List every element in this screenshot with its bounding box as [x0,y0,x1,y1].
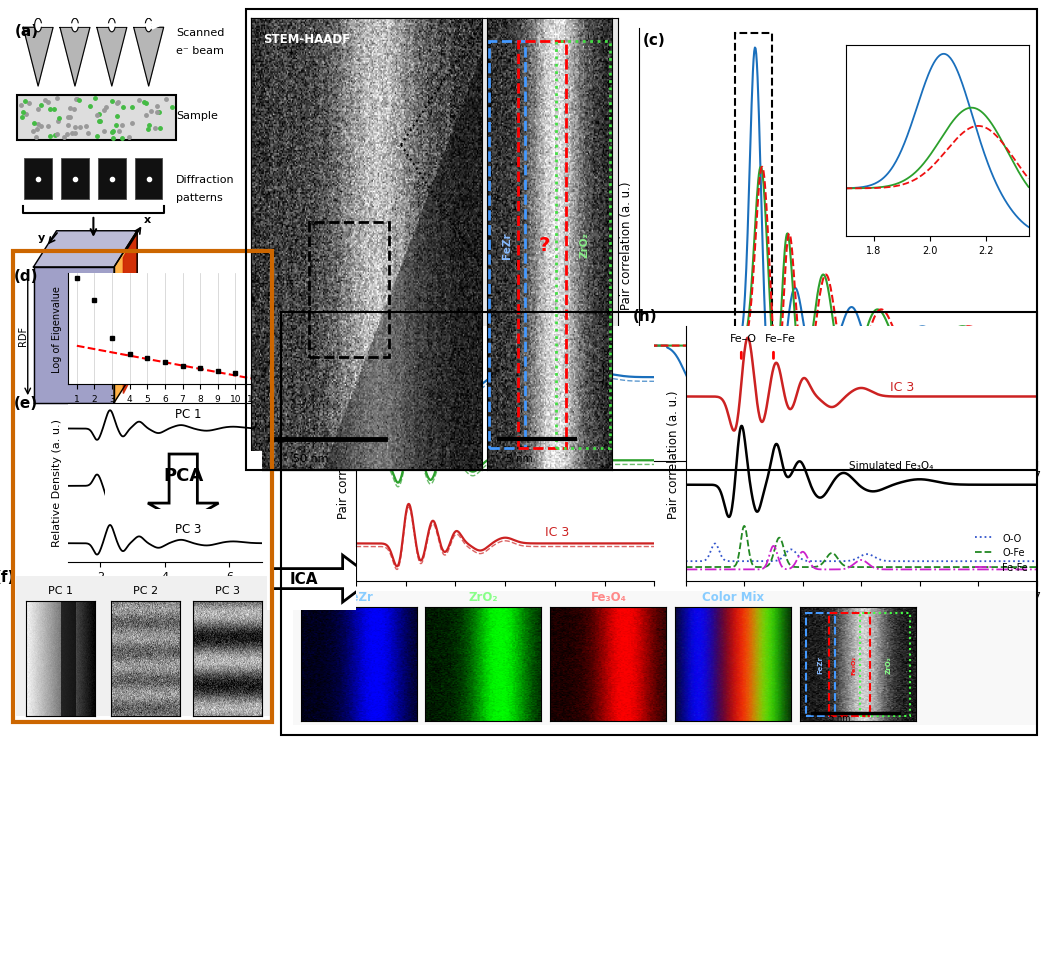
Text: IC 2: IC 2 [544,448,570,460]
Text: Fe₃O₄: Fe₃O₄ [591,590,626,604]
Bar [489,42,525,448]
Text: FeZr: FeZr [343,590,374,604]
X-axis label: r (Å): r (Å) [152,587,178,601]
Y-axis label: Pair correlation (a. u.): Pair correlation (a. u.) [337,390,351,518]
Text: Fe–O: Fe–O [730,333,757,344]
Text: (f): (f) [0,570,16,584]
Bar [135,160,162,200]
Text: (c): (c) [643,33,666,48]
Y-axis label: Pair correlation (a. u.): Pair correlation (a. u.) [620,181,633,309]
Text: IC 3: IC 3 [890,381,915,394]
Circle shape [146,19,152,33]
Text: Simulated Fe₃O₄: Simulated Fe₃O₄ [849,460,934,471]
Polygon shape [134,28,163,87]
Text: PC 2: PC 2 [175,465,201,478]
Text: e⁻ beam: e⁻ beam [176,46,224,56]
Text: Diffraction: Diffraction [176,175,235,185]
Text: FeZr: FeZr [502,232,512,259]
Bar [518,42,566,448]
Y-axis label: Log of Eigenvalue: Log of Eigenvalue [52,285,63,373]
Y-axis label: Relative Density (a. u.): Relative Density (a. u.) [52,419,63,547]
Y-axis label: Pair correlation (a. u.): Pair correlation (a. u.) [667,390,681,518]
Text: Sample: Sample [176,111,218,121]
Text: STEM-HAADF: STEM-HAADF [263,33,350,46]
Text: Scanned: Scanned [176,28,225,37]
Circle shape [71,19,79,33]
Text: patterns: patterns [176,192,223,203]
Text: Color Mix: Color Mix [703,590,764,604]
X-axis label: r (Å): r (Å) [491,606,519,620]
FancyArrow shape [271,555,374,603]
Polygon shape [34,232,137,267]
FancyArrow shape [148,455,219,524]
Bar [61,160,89,200]
Text: 50 nm: 50 nm [293,454,329,464]
Text: ZrO₂: ZrO₂ [580,232,589,259]
Text: PC 1: PC 1 [48,585,73,595]
Text: IC 1: IC 1 [544,362,570,375]
Polygon shape [23,28,53,87]
Text: PC 2: PC 2 [133,585,158,595]
Bar [735,34,773,446]
X-axis label: Number of Components: Number of Components [103,408,227,419]
Text: RDF: RDF [18,326,28,345]
Bar [18,96,176,141]
Text: y: y [38,233,45,242]
Text: 5 nm: 5 nm [506,454,532,464]
Text: (i): (i) [286,575,305,590]
Text: PCA: PCA [163,467,203,485]
Text: ?: ? [539,235,551,255]
Text: ZrO₂: ZrO₂ [469,590,498,604]
Text: x: x [144,214,151,225]
Text: (h): (h) [633,308,658,324]
Text: PC 1: PC 1 [175,407,201,421]
Circle shape [35,19,42,33]
Bar [24,160,52,200]
Text: IC 3: IC 3 [544,526,570,538]
Polygon shape [60,28,90,87]
Text: Fe–Fe: Fe–Fe [764,333,796,344]
Text: (a): (a) [15,24,39,38]
Circle shape [109,19,115,33]
Polygon shape [114,232,137,404]
Text: (e): (e) [14,396,38,410]
Polygon shape [124,232,137,394]
Polygon shape [34,267,114,404]
Bar [309,222,389,357]
Bar [556,42,610,448]
Bar [98,160,126,200]
Text: RDF cube: RDF cube [176,331,229,340]
Polygon shape [97,28,127,87]
Legend: O-O, O-Fe, Fe-Fe: O-O, O-Fe, Fe-Fe [971,530,1031,577]
Text: (g): (g) [303,308,327,324]
X-axis label: r (Å): r (Å) [847,606,875,620]
Text: (d): (d) [14,268,39,283]
Text: ICA: ICA [290,572,318,586]
Text: (b): (b) [379,484,404,500]
Text: PC 3: PC 3 [215,585,240,595]
X-axis label: r (Å): r (Å) [824,486,851,500]
Text: PC 3: PC 3 [175,522,201,535]
